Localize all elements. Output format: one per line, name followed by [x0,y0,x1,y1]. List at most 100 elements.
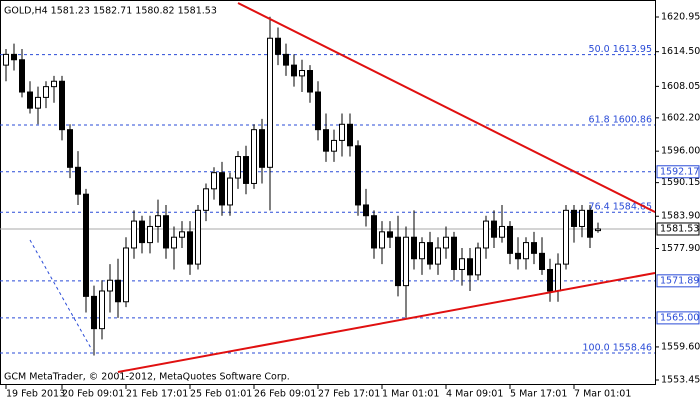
y-tick-label: 1590.15 [661,177,700,188]
candle-body [451,236,457,270]
candle-body [59,80,65,131]
candle-body [107,279,113,292]
x-tick-label: 19 Feb 2013 [6,389,65,400]
x-tick-label: 26 Feb 09:01 [254,389,316,400]
candle-body [115,279,121,303]
candle-body [483,220,489,249]
fib-label: 61.8 1600.86 [589,115,652,126]
candle-body [195,209,201,265]
x-tick-label: 21 Feb 17:01 [126,389,188,400]
candle-body [11,53,17,61]
candle-body [179,231,185,238]
y-tick-label: 1596.00 [661,146,700,157]
x-tick-label: 7 Mar 01:01 [574,389,631,400]
fib-label: 50.0 1613.95 [589,44,652,55]
level-box [656,274,700,288]
candle-body [211,172,217,190]
y-tick-label: 1608.05 [661,81,700,92]
candle-body [419,242,425,260]
candle-body [147,225,153,244]
level-box [656,311,700,325]
candle-body [331,139,337,152]
x-tick-label: 1 Mar 01:01 [382,389,439,400]
candle-body [339,123,345,141]
y-tick-label: 1553.45 [661,375,700,386]
candle-body [75,166,81,195]
candle-body [403,236,409,287]
candle-body [531,242,537,254]
candle-body [123,247,129,303]
x-tick-label: 5 Mar 17:01 [510,389,567,400]
candle-body [67,129,73,168]
candle-body [315,91,321,131]
candle-body [91,295,97,330]
y-tick-label: 1614.50 [661,46,700,57]
candle-body [259,129,265,168]
candle-body [347,123,353,147]
candle-body [571,209,577,227]
candle-body [307,70,313,93]
candle-body [99,290,105,330]
candle-body [139,220,145,244]
trend-line [237,2,656,213]
candle-body [555,263,561,292]
candle-body [187,231,193,265]
y-tick-label: 1583.90 [661,211,700,222]
candle-body [355,145,361,206]
candle-body [35,96,41,109]
x-tick-label: 25 Feb 01:01 [190,389,252,400]
candle-body [411,236,417,260]
candle-body [291,64,297,77]
candle-body [547,268,553,292]
level-label: 1592.17 [660,166,699,177]
candle-body [131,220,137,249]
candle-body [467,258,473,276]
candle-body [395,236,401,287]
candle-body [363,204,369,217]
candle-body [155,215,161,227]
trend-line [117,272,656,373]
candle-body [379,231,385,249]
candle-body [579,209,585,227]
candle-body [3,53,9,66]
candle-body [515,252,521,260]
candle-body [251,129,257,184]
candle-body [507,225,513,254]
fib-label: 100.0 1558.46 [582,343,652,354]
candle-body [243,156,249,184]
level-box [656,165,700,179]
candle-body [563,209,569,265]
price-label: 1581.53 [660,223,699,234]
candle-body [491,220,497,238]
candle-body [27,91,33,109]
chart-title: GOLD,H4 1581.23 1582.71 1580.82 1581.53 [4,6,217,17]
candle-body [435,247,441,265]
y-tick-label: 1577.90 [661,243,700,254]
candle-body [499,225,505,238]
candle-body [459,258,465,270]
candle-body [443,236,449,249]
candle-body [203,188,209,211]
candle-body [371,215,377,249]
y-tick-label: 1602.20 [661,112,700,123]
candle-body [587,209,593,238]
candle-body [83,193,89,297]
candle-body [235,156,241,179]
price-box [656,222,700,236]
candle-body [539,252,545,270]
candle-body [171,236,177,249]
candle-body [163,215,169,249]
candle-body [323,129,329,152]
plot-frame [0,0,656,385]
candle-body [595,228,601,232]
y-tick-label: 1620.95 [661,12,700,23]
x-tick-label: 4 Mar 09:01 [446,389,503,400]
candle-body [227,177,233,206]
candle-body [523,242,529,260]
candle-body [267,37,273,168]
candle-body [275,37,281,55]
candle-body [19,59,25,93]
candle-body [43,86,49,98]
candle-body [219,172,225,206]
